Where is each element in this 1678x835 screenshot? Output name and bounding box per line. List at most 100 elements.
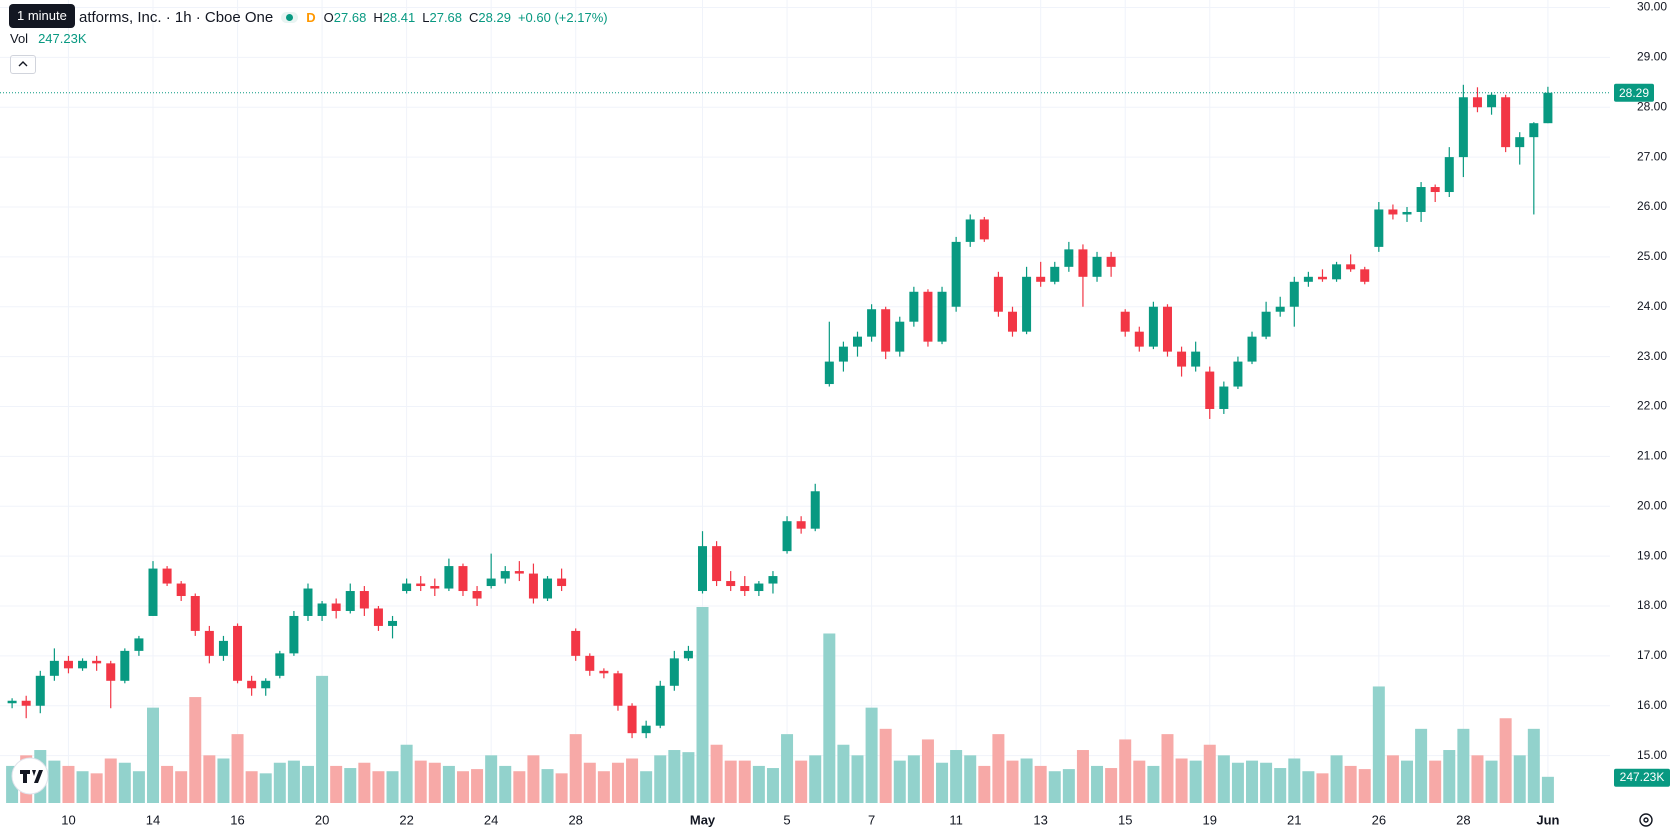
candle-body — [1444, 157, 1454, 193]
candle-body — [895, 321, 905, 352]
candle-body — [35, 675, 45, 706]
volume-bar — [766, 768, 779, 803]
candle-body — [1472, 97, 1482, 108]
candle-body — [49, 660, 59, 676]
chevron — [18, 61, 28, 67]
candle-body — [1007, 311, 1017, 332]
volume-bar — [1062, 769, 1075, 803]
logo-circle — [11, 757, 49, 795]
volume-bar — [809, 755, 822, 803]
volume-bar — [1048, 771, 1061, 803]
x-tick-label: 13 — [1033, 812, 1047, 827]
volume-bar — [597, 771, 610, 803]
candle-body — [416, 583, 426, 587]
volume-bar — [456, 771, 469, 803]
candle-body — [402, 583, 412, 592]
volume-bar — [569, 734, 582, 803]
volume-bar — [442, 765, 455, 803]
volume-badge-label: 247.23K — [1620, 770, 1665, 784]
candle-body — [1050, 266, 1060, 282]
candle-body — [359, 591, 369, 609]
y-tick-label: 15.00 — [1637, 748, 1667, 762]
candle-body — [1374, 209, 1384, 247]
candle-body — [92, 660, 102, 664]
volume-bar — [1302, 771, 1315, 803]
volume-bar — [1274, 768, 1287, 803]
volume-bar — [1457, 728, 1470, 803]
candle-body — [1275, 306, 1285, 312]
candle-body — [1106, 256, 1116, 267]
candle-body — [106, 663, 116, 681]
volume-bar — [921, 739, 934, 803]
volume-bar — [62, 765, 75, 803]
candle-body — [1120, 311, 1130, 332]
candle-body — [261, 680, 271, 689]
volume-bar — [1119, 739, 1132, 803]
volume-bar — [964, 755, 977, 803]
candle-body — [514, 571, 524, 574]
volume-bar — [781, 734, 794, 803]
ohlc-value: 27.68 — [333, 9, 367, 25]
y-tick-label: 17.00 — [1637, 648, 1667, 662]
logo-mark — [20, 770, 43, 783]
volume-bar — [287, 760, 300, 803]
candle-body — [303, 588, 313, 616]
candle-body — [993, 276, 1003, 312]
candle-body — [838, 346, 848, 362]
status-dot — [286, 13, 294, 21]
candle-body — [233, 625, 243, 681]
volume-bar — [1316, 773, 1329, 803]
x-tick-label: 28 — [568, 812, 582, 827]
volume-bar — [358, 762, 371, 803]
last-price-badge — [1614, 83, 1654, 102]
candle-body — [726, 581, 736, 587]
volume-bar — [1372, 686, 1385, 803]
candle-body — [289, 615, 299, 654]
x-tick-label: 5 — [783, 812, 790, 827]
candle-body — [853, 336, 862, 347]
volume-bar — [879, 728, 892, 803]
y-tick-label: 20.00 — [1637, 498, 1667, 512]
volume-bar — [1527, 728, 1540, 803]
candle-body — [754, 583, 764, 592]
volume-bar — [1076, 750, 1089, 803]
volume-bar — [1006, 760, 1019, 803]
volume-bar — [837, 744, 850, 803]
candle-body — [698, 546, 708, 592]
y-tick-label: 23.00 — [1637, 349, 1667, 363]
volume-bar — [1105, 768, 1118, 803]
candle-body — [669, 658, 679, 686]
candle-body — [528, 573, 538, 599]
status-dots[interactable] — [281, 11, 299, 23]
logo[interactable] — [11, 757, 49, 795]
candle-body — [458, 566, 468, 592]
x-tick-label: 28 — [1456, 812, 1470, 827]
volume-bar — [1386, 755, 1399, 803]
collapse-button[interactable] — [10, 55, 36, 74]
candle-body — [1191, 351, 1201, 367]
candle-body — [1543, 92, 1553, 124]
candle-body — [1388, 209, 1398, 215]
volume-bar — [1358, 769, 1371, 803]
volume-bar — [1217, 755, 1230, 803]
chevron-path — [18, 61, 28, 67]
volume-bar — [386, 771, 399, 803]
candle-body — [824, 361, 834, 385]
settings-icon[interactable] — [1639, 813, 1653, 827]
volume-bar — [640, 771, 653, 803]
volume-bar — [1231, 762, 1244, 803]
volume-bar — [696, 607, 709, 803]
candle-body — [909, 291, 919, 322]
volume-bar — [1499, 718, 1512, 803]
x-tick-label: 16 — [230, 812, 244, 827]
candle-body — [1036, 276, 1046, 282]
candle-body — [1501, 97, 1511, 148]
candle-body — [1346, 264, 1356, 270]
volume-bar — [724, 760, 737, 803]
volume-bar — [583, 762, 596, 803]
candle-body — [1289, 281, 1299, 307]
volume-bar — [471, 769, 484, 803]
symbol-title[interactable]: atforms, Inc. · 1h · Cboe One — [79, 8, 274, 26]
candle-body — [1360, 269, 1370, 282]
volume-bar — [76, 771, 89, 803]
